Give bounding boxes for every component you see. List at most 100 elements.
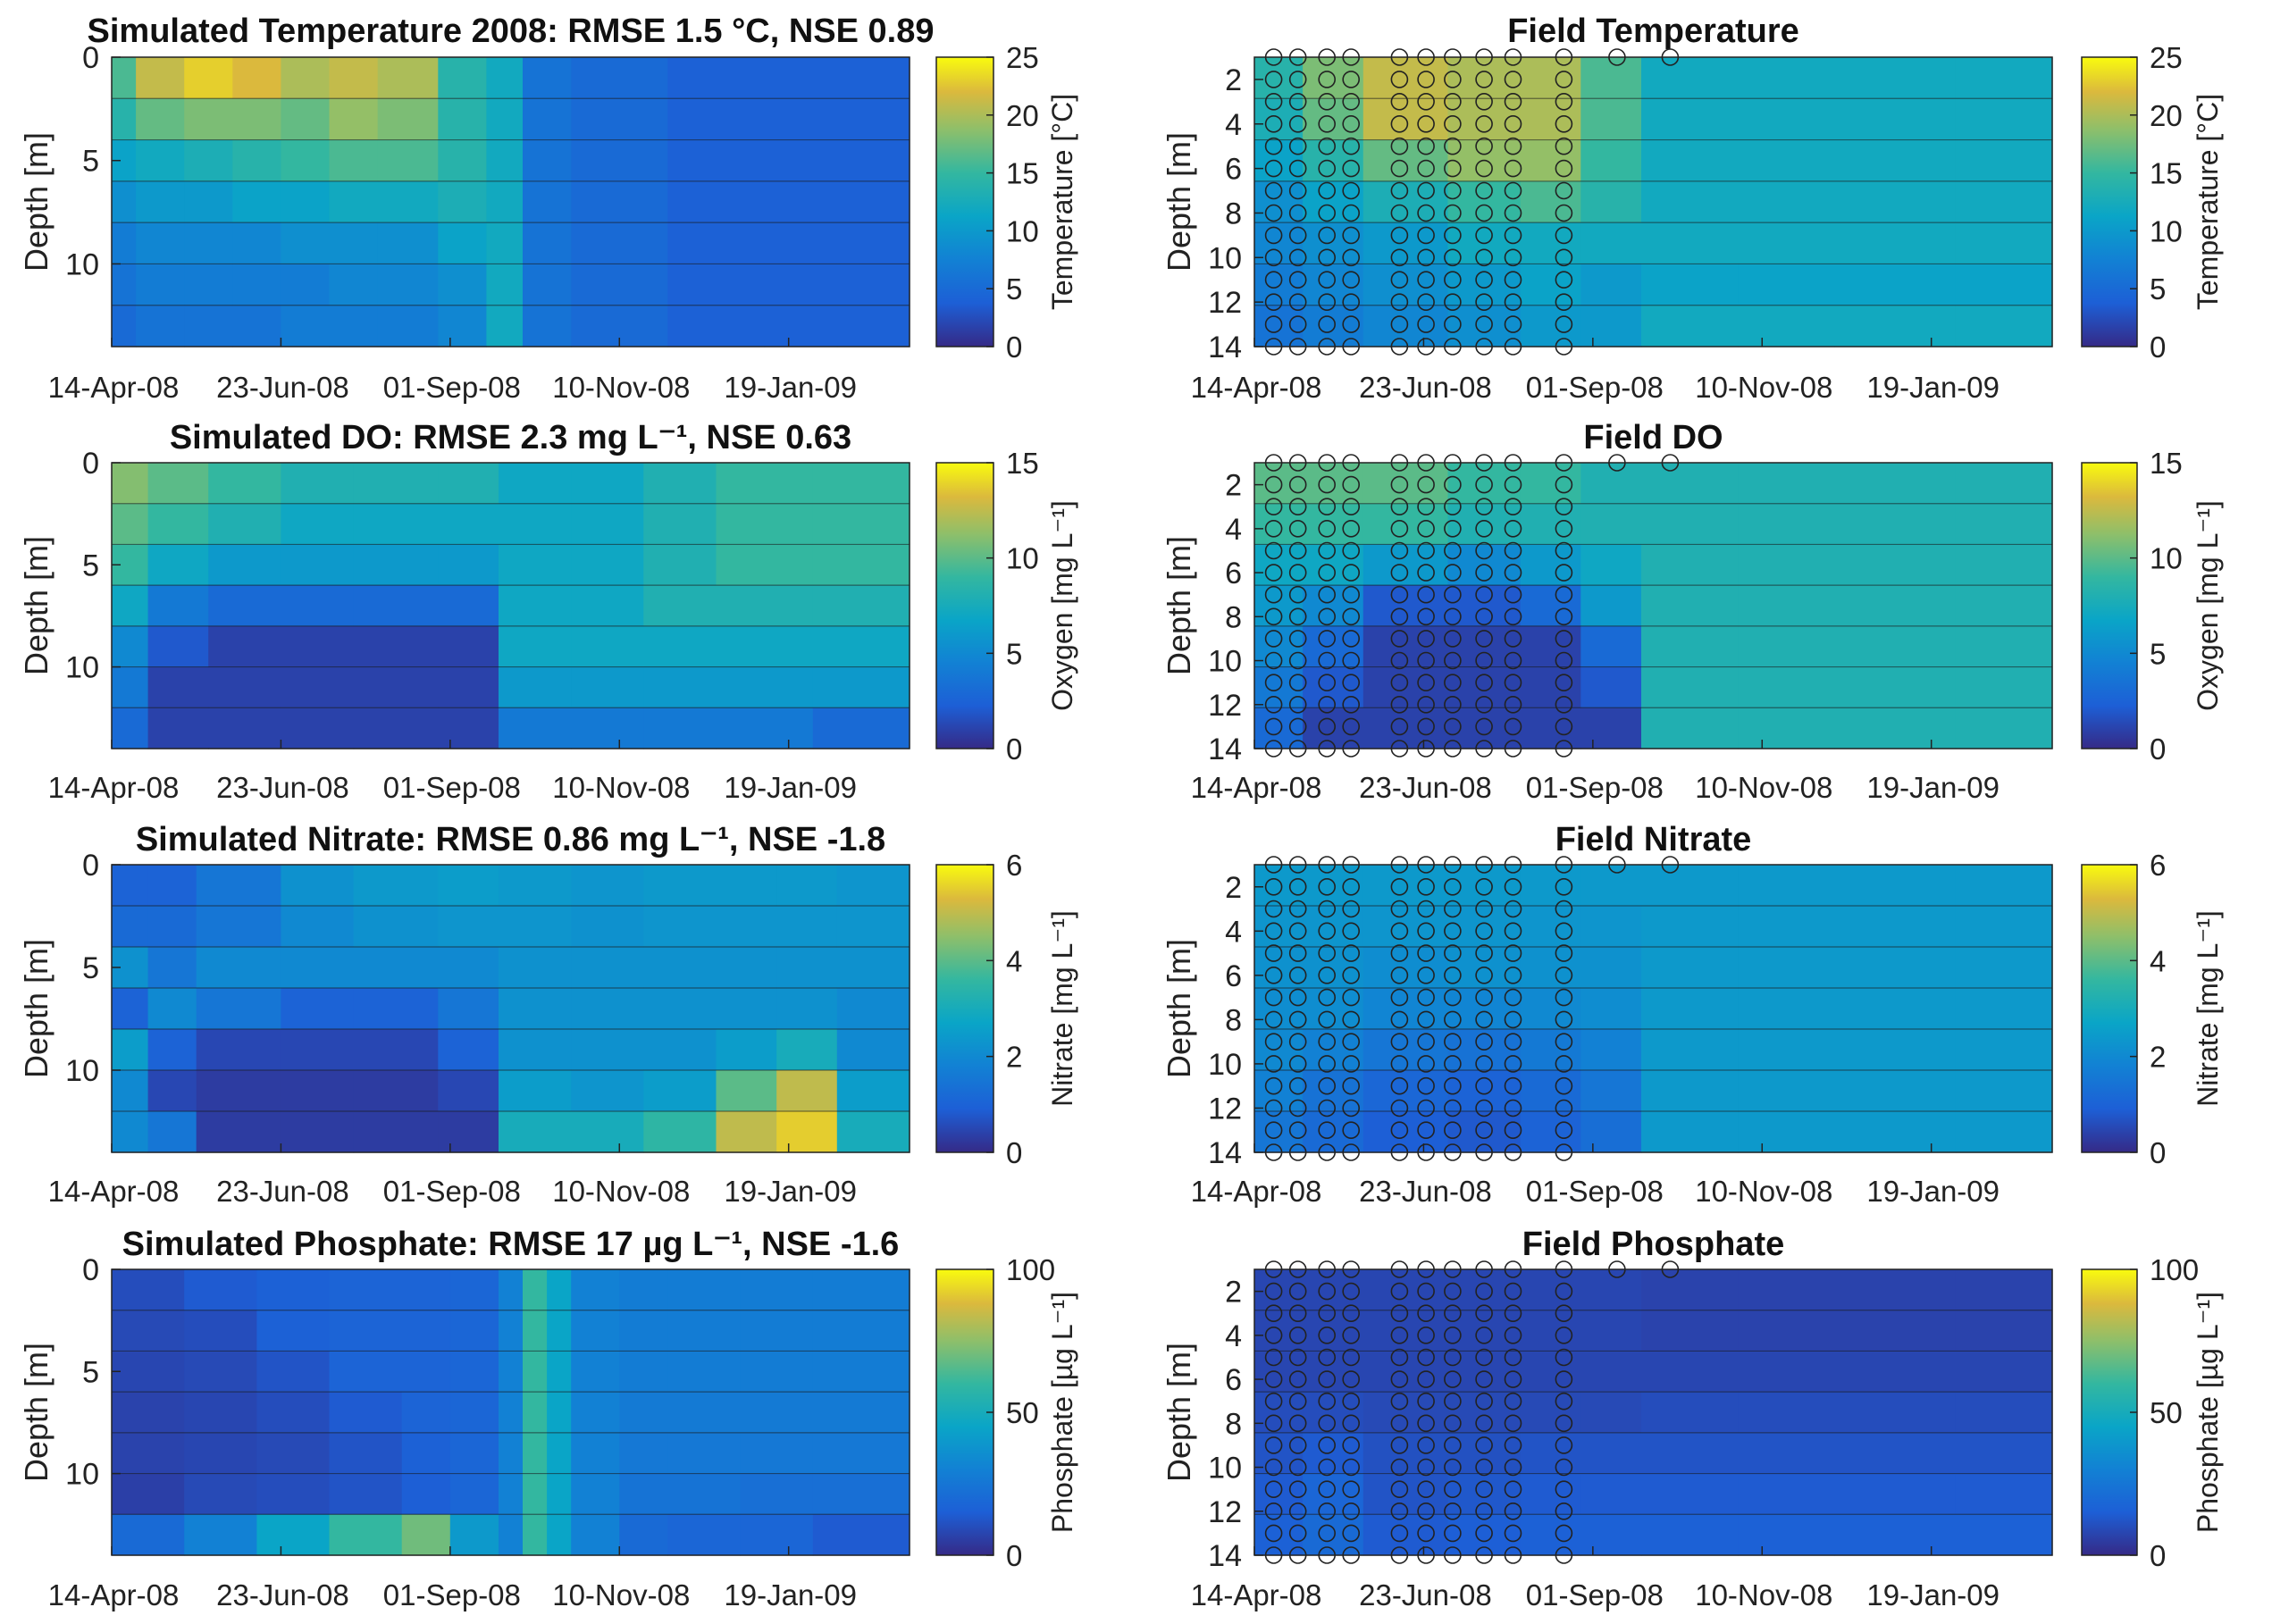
sim-phosphate-cell [256,1310,331,1352]
field-temp-sample-point [1475,137,1493,155]
field-temp-cell [1955,98,2053,141]
field-do-sample-point [1288,674,1307,692]
field-temp-cell [1641,264,1739,306]
field-nitrate-sample-point [1342,1076,1360,1095]
sim-do-x-tick-label: 19-Jan-09 [724,771,857,804]
field-do-sample-point [1264,717,1283,736]
field-temp-cell [1362,139,1449,182]
field-do-sample-point [1390,564,1409,582]
field-phosphate-sample-point [1264,1327,1283,1344]
sim-phosphate-colorbar-tick-label: 0 [1006,1539,1022,1572]
sim-temp-cell [112,264,137,306]
sim-do-y-tick-label: 10 [65,651,99,685]
field-phosphate-sample-point [1475,1348,1493,1367]
field-temp-cell [1834,57,1957,99]
field-phosphate-cell [1447,1392,1522,1434]
field-phosphate-cell [1955,1351,2053,1393]
field-temp-sample-point [1504,159,1522,178]
sim-do-cell [281,503,355,545]
field-do-sample-point [1475,541,1493,560]
field-temp-cell [1955,139,2053,182]
field-nitrate-y-axis-label: Depth [m] [1161,939,1197,1078]
sim-temp-cell [136,180,185,223]
field-nitrate-sample-point [1504,967,1522,984]
sim-phosphate-cell [112,1432,185,1475]
field-temp-cell [1580,98,1642,141]
field-temp-sample-point [1342,204,1360,222]
sim-do-cell [571,707,644,749]
field-do-sample-point [1555,564,1573,582]
sim-nitrate-cell [499,988,572,1030]
field-temp-cell [1520,180,1581,223]
sim-nitrate-cell [147,1029,197,1071]
sim-phosphate-cell [499,1310,524,1352]
sim-temp-cell [764,180,838,223]
field-nitrate-x-tick-label: 10-Nov-08 [1695,1175,1832,1208]
field-do-colorbar-tick-label: 0 [2150,732,2166,766]
field-temp-sample-point [1444,71,1462,88]
field-do-sample-point [1504,630,1522,648]
field-nitrate-y-tick-label: 6 [1225,959,1242,993]
sim-do-cell [643,666,717,708]
field-nitrate-sample-point [1342,900,1360,918]
field-do-colorbar [2081,462,2138,749]
sim-nitrate-cell [776,1029,838,1071]
field-nitrate-cell [1834,947,1957,989]
field-phosphate-sample-point [1390,1480,1409,1498]
field-phosphate-cell [1738,1351,1835,1393]
field-temp-sample-point [1264,293,1283,312]
field-temp-sample-point [1417,248,1435,267]
field-nitrate-sample-point [1288,1099,1307,1118]
field-temp-cell [1580,57,1642,99]
sim-phosphate-cell [667,1351,742,1393]
field-temp-cell [1580,305,1642,347]
field-temp-cell [1641,139,1739,182]
sim-nitrate-colorbar-tick-label: 2 [1006,1041,1022,1074]
field-nitrate-sample-point [1555,922,1573,941]
sim-temp-cell [571,180,668,223]
sim-temp-cell [136,264,185,306]
field-do-cell [1834,666,1957,708]
field-nitrate-sample-point [1318,900,1336,918]
field-temp-cell [1955,305,2053,347]
sim-nitrate-cell [353,865,439,907]
field-temp-cell [1580,264,1642,306]
sim-do-cell [281,625,355,668]
field-temp-cell [1834,139,1957,182]
sim-temp-title: Simulated Temperature 2008: RMSE 1.5 °C,… [88,13,935,50]
field-phosphate-sample-point [1504,1436,1522,1454]
field-phosphate-sample-point [1555,1503,1573,1520]
field-phosphate-sample-point [1342,1458,1360,1477]
sim-do-chart: Simulated DO: RMSE 2.3 mg L⁻¹, NSE 0.63 0… [18,419,1078,804]
field-do-colorbar-label: Oxygen [mg L⁻¹] [2192,500,2224,711]
sim-nitrate-cell [836,988,910,1030]
field-do-x-tick-label: 01-Sep-08 [1526,771,1664,804]
sim-temp-cell [232,57,281,99]
field-temp-y-tick-label: 10 [1208,241,1242,275]
field-nitrate-sample-point [1390,1121,1409,1139]
sim-nitrate-y-tick-label: 0 [82,849,99,883]
sim-do-cell [147,585,209,627]
sim-phosphate-cell [547,1269,572,1311]
sim-phosphate-cell [740,1269,814,1311]
field-do-cell [1303,463,1364,505]
field-nitrate-sample-point [1288,944,1307,962]
field-do-cell [1738,585,1835,627]
sim-temp-cell [667,222,766,264]
sim-phosphate-cell [812,1514,910,1556]
field-phosphate-sample-point [1288,1458,1307,1477]
field-temp-cell [1254,180,1304,223]
field-temp-cell [1641,180,1739,223]
sim-phosphate-cell [256,1514,331,1556]
field-do-sample-point [1390,717,1409,736]
field-phosphate-cell [1738,1473,1835,1515]
sim-phosphate-cell [619,1432,668,1475]
field-do-sample-point [1475,607,1493,626]
field-phosphate-sample-point [1342,1370,1360,1388]
field-temp-cell [1834,98,1957,141]
sim-nitrate-cell [147,1070,197,1112]
field-nitrate-sample-point [1417,1099,1435,1118]
field-temp-sample-point [1390,248,1409,267]
sim-temp-cell [136,222,185,264]
field-phosphate-sample-point [1264,1370,1283,1388]
